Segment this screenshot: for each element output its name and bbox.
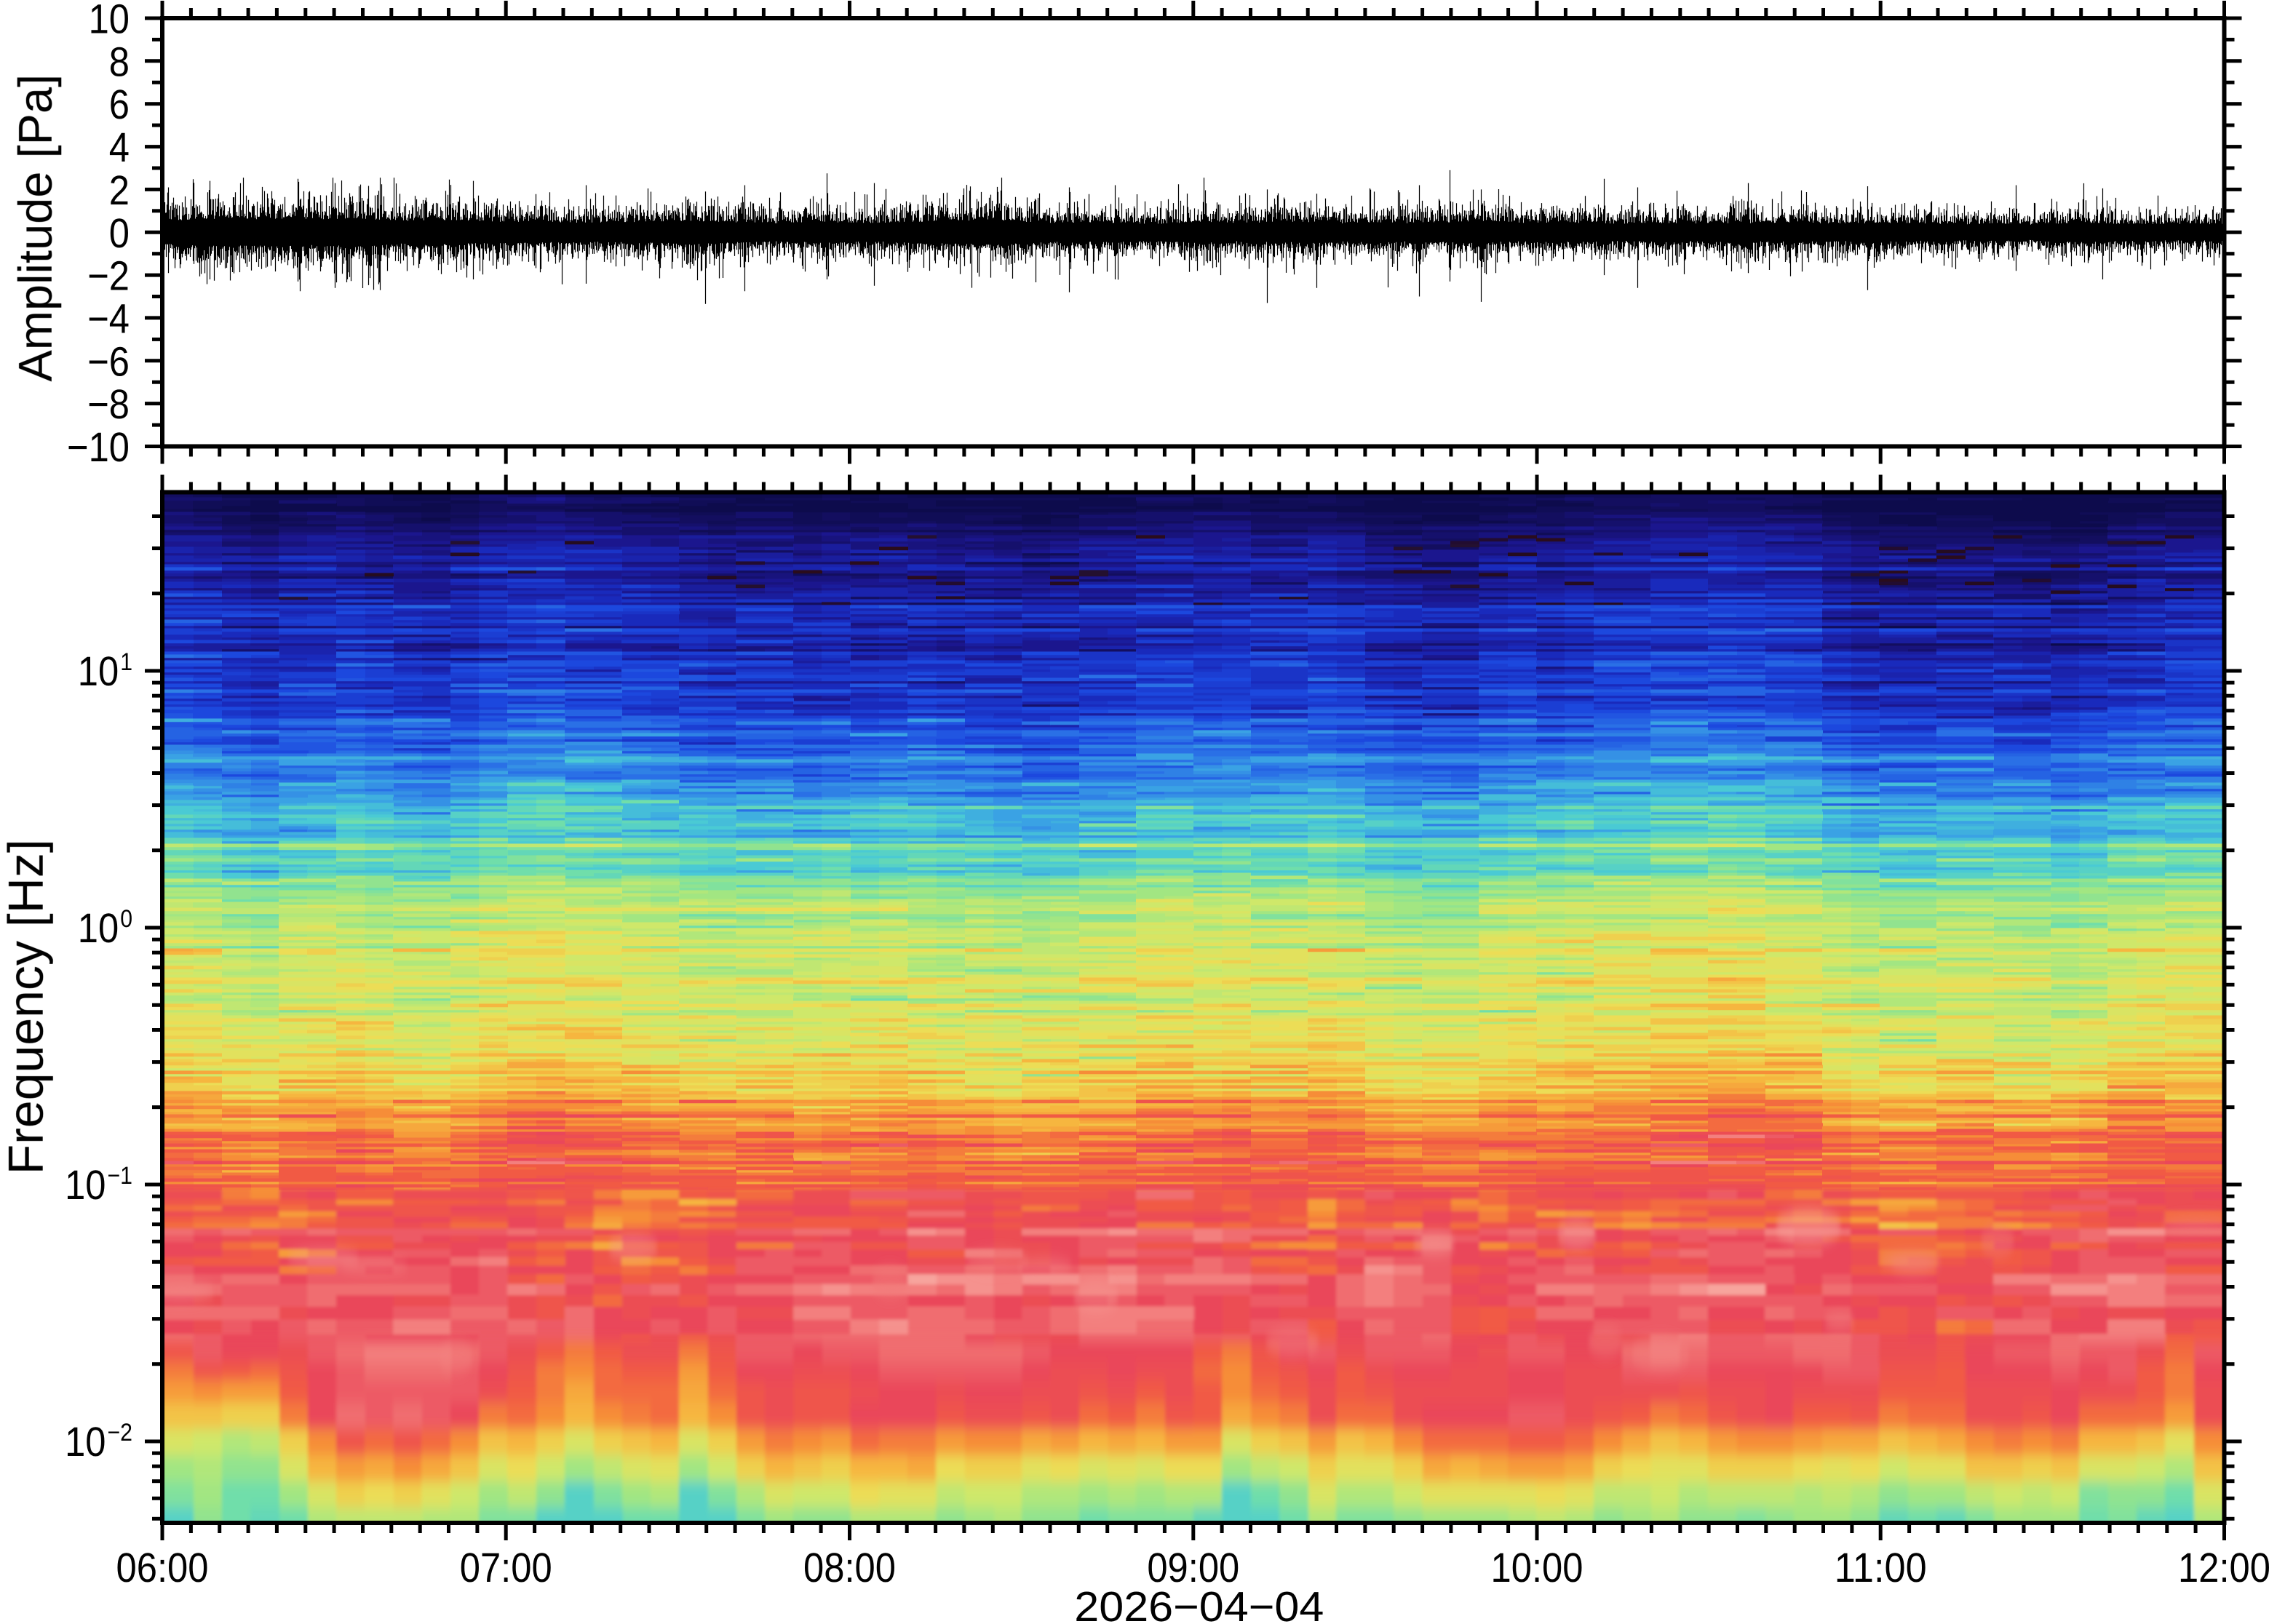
svg-text:−6: −6 bbox=[87, 338, 130, 385]
svg-text:07:00: 07:00 bbox=[460, 1545, 552, 1591]
svg-text:12:00: 12:00 bbox=[2178, 1545, 2269, 1591]
svg-text:Amplitude [Pa]: Amplitude [Pa] bbox=[9, 74, 62, 382]
svg-text:11:00: 11:00 bbox=[1835, 1545, 1927, 1591]
svg-text:−2: −2 bbox=[87, 253, 130, 300]
svg-text:10: 10 bbox=[65, 1419, 106, 1465]
svg-text:10: 10 bbox=[78, 905, 119, 952]
svg-text:08:00: 08:00 bbox=[803, 1545, 896, 1591]
svg-text:2026−04−04: 2026−04−04 bbox=[1074, 1583, 1324, 1624]
svg-text:10:00: 10:00 bbox=[1491, 1545, 1583, 1591]
svg-text:10: 10 bbox=[78, 648, 119, 695]
svg-text:09:00: 09:00 bbox=[1147, 1545, 1239, 1591]
svg-text:−8: −8 bbox=[87, 381, 130, 428]
svg-text:0: 0 bbox=[109, 210, 130, 257]
svg-text:0: 0 bbox=[120, 905, 132, 933]
svg-text:−4: −4 bbox=[87, 295, 130, 342]
svg-text:−1: −1 bbox=[108, 1162, 133, 1190]
svg-text:10: 10 bbox=[65, 1162, 106, 1209]
svg-text:06:00: 06:00 bbox=[116, 1545, 209, 1591]
svg-text:Frequency [Hz]: Frequency [Hz] bbox=[0, 839, 54, 1174]
svg-text:2: 2 bbox=[109, 167, 130, 214]
svg-text:10: 10 bbox=[89, 0, 130, 43]
svg-text:−10: −10 bbox=[67, 424, 130, 471]
svg-text:4: 4 bbox=[109, 124, 130, 171]
svg-text:8: 8 bbox=[109, 39, 130, 85]
svg-text:1: 1 bbox=[120, 648, 132, 676]
svg-text:−2: −2 bbox=[108, 1419, 133, 1446]
svg-text:6: 6 bbox=[109, 81, 130, 128]
